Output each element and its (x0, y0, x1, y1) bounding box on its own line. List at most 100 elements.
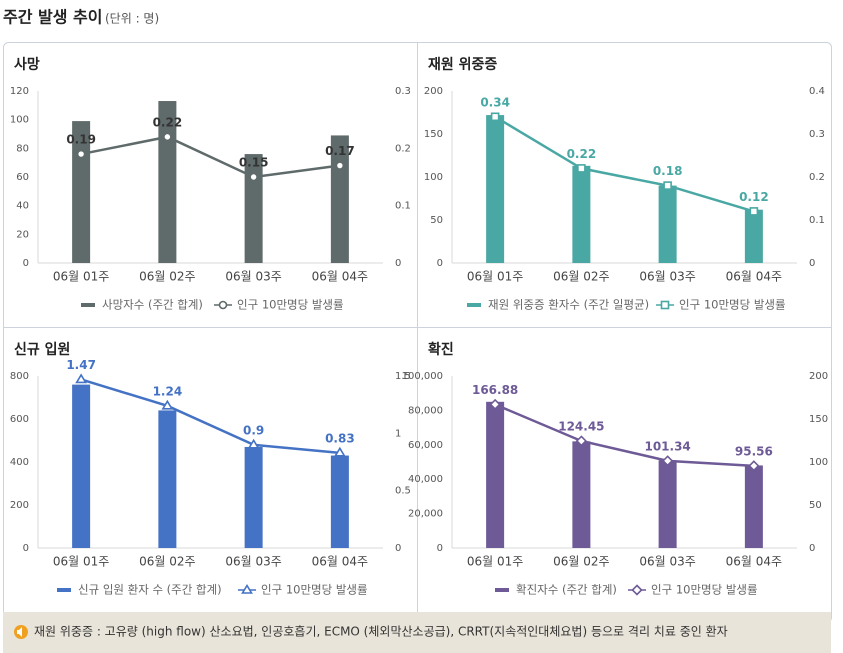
line-marker (749, 207, 759, 216)
y-tick-label: 0 (23, 543, 29, 554)
y-tick-label: 200 (10, 500, 29, 511)
legend-label: 확진자수 (주간 합계) (516, 583, 617, 597)
line-marker (663, 181, 672, 190)
y-tick-label: 100 (10, 115, 29, 126)
data-label: 124.45 (558, 419, 604, 433)
legend-label: 인구 10만명당 발생률 (651, 583, 758, 597)
data-label: 0.22 (567, 147, 597, 161)
y-tick-label: 0 (437, 543, 443, 554)
line-marker (489, 398, 501, 411)
y2-tick-label: 0 (395, 543, 401, 554)
legend-label: 인구 10만명당 발생률 (237, 298, 344, 312)
y-tick-label: 60 (16, 172, 29, 183)
bar (744, 465, 763, 548)
data-label: 101.34 (644, 439, 690, 453)
bar (744, 209, 763, 263)
y-tick-label: 150 (424, 129, 443, 140)
data-label: 0.15 (239, 156, 269, 170)
x-tick-label: 06월 04주 (312, 555, 368, 569)
line-marker (661, 455, 674, 467)
line (80, 378, 340, 455)
x-tick-label: 06월 02주 (553, 555, 609, 569)
y-tick-label: 200 (424, 86, 443, 97)
bar (572, 441, 591, 548)
legend-marker (241, 583, 253, 594)
y-tick-label: 0 (23, 258, 29, 269)
x-tick-label: 06월 01주 (467, 555, 523, 569)
line-marker (333, 446, 346, 457)
legend-marker (660, 300, 670, 310)
y2-tick-label: 150 (809, 414, 828, 425)
x-tick-label: 06월 03주 (225, 555, 281, 569)
data-label: 0.9 (243, 423, 264, 437)
y-tick-label: 20 (16, 229, 29, 240)
legend-label: 신규 입원 환자 수 (주간 합계) (78, 583, 222, 597)
chart-title: 신규 입원 (14, 342, 70, 358)
bar (72, 384, 91, 548)
line-marker (575, 435, 588, 447)
data-label: 0.18 (653, 164, 683, 178)
line-marker (76, 149, 86, 159)
y2-tick-label: 200 (809, 371, 828, 382)
y2-tick-label: 0.4 (809, 86, 825, 97)
data-label: 0.83 (325, 431, 355, 445)
x-tick-label: 06월 01주 (53, 555, 109, 569)
y2-tick-label: 1.5 (395, 371, 411, 382)
note-text: 재원 위중증 : 고유량 (high flow) 산소요법, 인공호흡기, EC… (34, 625, 728, 639)
bar (330, 455, 349, 548)
bar (572, 165, 591, 263)
x-tick-label: 06월 02주 (553, 270, 609, 284)
y2-tick-label: 1 (395, 428, 401, 439)
line-marker (75, 373, 88, 384)
y2-tick-label: 0.1 (395, 201, 411, 212)
legend-marker (631, 584, 643, 596)
y-tick-label: 600 (10, 414, 29, 425)
y2-tick-label: 0 (809, 543, 815, 554)
data-label: 0.17 (325, 144, 355, 158)
bar (658, 185, 677, 263)
y-tick-label: 400 (10, 457, 29, 468)
data-label: 0.19 (66, 133, 96, 147)
y-tick-label: 80 (16, 143, 29, 154)
y-tick-label: 120 (10, 86, 29, 97)
y2-tick-label: 50 (809, 500, 822, 511)
y2-tick-label: 100 (809, 457, 828, 468)
bar (158, 410, 177, 548)
bar (244, 446, 263, 548)
bar (658, 460, 677, 548)
line-marker (748, 460, 760, 472)
x-tick-label: 06월 02주 (139, 555, 195, 569)
bar (486, 115, 505, 263)
line-marker (335, 161, 345, 170)
line (494, 403, 754, 468)
line-marker (161, 399, 174, 410)
data-label: 0.12 (739, 190, 769, 204)
x-tick-label: 06월 04주 (726, 555, 782, 569)
y-tick-label: 80,000 (408, 405, 443, 416)
y2-tick-label: 0.1 (809, 215, 825, 226)
x-tick-label: 06월 03주 (639, 270, 695, 284)
y2-tick-label: 0.5 (395, 486, 411, 497)
x-tick-label: 06월 01주 (53, 270, 109, 284)
y2-tick-label: 0.2 (395, 143, 411, 154)
line-marker (490, 112, 500, 122)
line (494, 115, 755, 213)
unit-label: (단위 : 명) (105, 12, 159, 26)
legend-label: 재원 위중증 환자수 (주간 일평균) (488, 298, 649, 312)
legend-label: 사망자수 (주간 합계) (102, 298, 203, 312)
y-tick-label: 800 (10, 371, 29, 382)
data-label: 166.88 (472, 383, 518, 397)
y2-tick-label: 0.3 (809, 129, 825, 140)
x-tick-label: 06월 04주 (312, 270, 368, 284)
data-label: 95.56 (735, 444, 773, 458)
legend-label: 인구 10만명당 발생률 (261, 583, 368, 597)
bar (158, 101, 177, 264)
chart-title: 재원 위중증 (428, 57, 497, 73)
y-tick-label: 100,000 (402, 371, 443, 382)
y-tick-label: 40 (16, 201, 29, 212)
bar (72, 121, 91, 263)
data-label: 0.22 (153, 115, 183, 129)
y-tick-label: 0 (437, 258, 443, 269)
